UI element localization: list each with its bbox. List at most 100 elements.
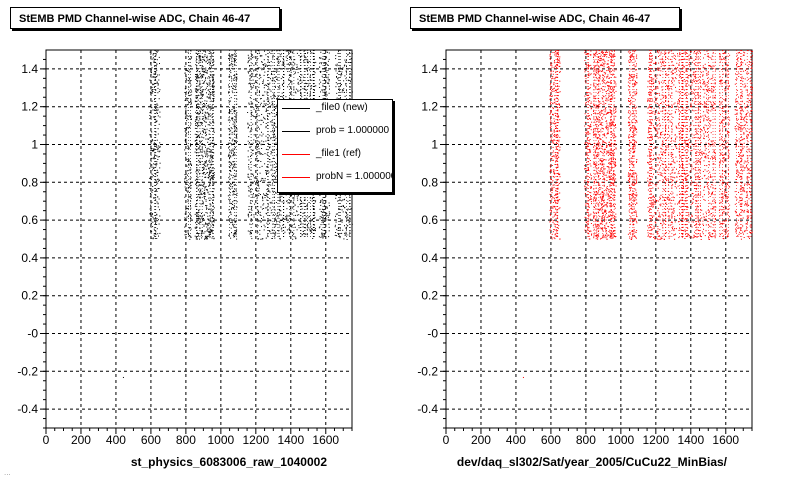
data-point	[267, 210, 269, 211]
data-point	[314, 229, 316, 231]
data-point	[607, 170, 609, 172]
data-point	[202, 93, 204, 95]
data-point	[615, 148, 617, 150]
data-point	[235, 215, 237, 217]
data-point	[586, 183, 588, 185]
data-point	[209, 67, 211, 68]
data-point	[207, 147, 209, 149]
data-point	[263, 117, 265, 119]
data-point	[295, 69, 297, 70]
data-point	[552, 150, 554, 152]
data-point	[235, 234, 237, 236]
data-point	[319, 79, 321, 81]
data-point	[321, 217, 323, 219]
data-point	[258, 67, 260, 69]
data-point	[203, 183, 205, 185]
data-point	[334, 224, 336, 226]
data-point	[597, 70, 599, 72]
data-point	[256, 100, 258, 102]
data-point	[157, 182, 159, 184]
data-point	[260, 124, 262, 126]
data-point	[288, 79, 290, 81]
data-point	[603, 199, 605, 201]
data-point	[261, 208, 263, 210]
data-point	[271, 238, 273, 239]
data-point	[281, 193, 283, 195]
data-point	[190, 163, 192, 165]
data-point	[553, 84, 555, 86]
data-point	[232, 225, 234, 227]
data-point	[555, 194, 557, 196]
data-point	[202, 76, 204, 78]
data-point	[151, 92, 153, 94]
data-point	[233, 200, 235, 202]
data-point	[210, 75, 212, 76]
data-point	[206, 208, 207, 210]
data-point	[202, 130, 204, 132]
data-point	[208, 84, 210, 86]
data-point	[157, 147, 159, 149]
data-point	[309, 76, 311, 78]
data-point	[153, 73, 155, 75]
data-point	[257, 53, 259, 55]
data-point	[199, 57, 201, 59]
data-point	[593, 129, 594, 131]
data-point	[344, 64, 346, 66]
data-point	[279, 238, 281, 240]
data-point	[347, 79, 349, 81]
data-point	[230, 208, 232, 210]
data-point	[202, 203, 204, 205]
data-point	[256, 190, 258, 191]
data-point	[273, 109, 275, 111]
data-point	[558, 50, 560, 52]
data-point	[157, 104, 159, 106]
data-point	[207, 172, 209, 173]
data-point	[553, 171, 554, 173]
data-point	[551, 178, 552, 180]
data-point	[296, 195, 298, 197]
data-point	[204, 231, 206, 233]
data-point	[554, 134, 555, 136]
data-point	[555, 160, 557, 161]
data-point	[266, 114, 268, 116]
data-point	[288, 53, 290, 55]
data-point	[602, 51, 604, 53]
data-point	[199, 141, 201, 143]
data-point	[345, 216, 347, 218]
data-point	[590, 187, 592, 189]
data-point	[257, 151, 259, 152]
data-point	[251, 238, 253, 240]
data-point	[206, 223, 208, 225]
data-point	[151, 90, 153, 92]
data-point	[288, 64, 290, 66]
data-point	[302, 76, 304, 78]
data-point	[324, 204, 326, 206]
data-point	[195, 95, 197, 97]
data-point	[553, 82, 555, 84]
data-point	[196, 180, 198, 182]
data-point	[289, 213, 291, 215]
data-point	[232, 161, 234, 163]
data-point	[153, 157, 155, 159]
data-point	[199, 219, 201, 221]
data-point	[269, 121, 271, 123]
data-point	[189, 238, 191, 240]
data-point	[328, 80, 330, 82]
data-point	[196, 238, 198, 240]
data-point	[589, 133, 591, 135]
data-point	[603, 63, 605, 65]
data-point	[253, 116, 255, 118]
data-point	[197, 219, 199, 221]
data-point	[151, 213, 153, 215]
data-point	[555, 213, 557, 215]
data-point	[151, 148, 153, 149]
data-point	[604, 216, 606, 218]
data-point	[211, 175, 213, 176]
data-point	[587, 200, 589, 202]
data-point	[159, 89, 161, 91]
data-point	[252, 103, 254, 105]
data-point	[197, 199, 198, 201]
data-point	[295, 238, 297, 240]
data-point	[550, 126, 552, 128]
data-point	[199, 87, 201, 89]
